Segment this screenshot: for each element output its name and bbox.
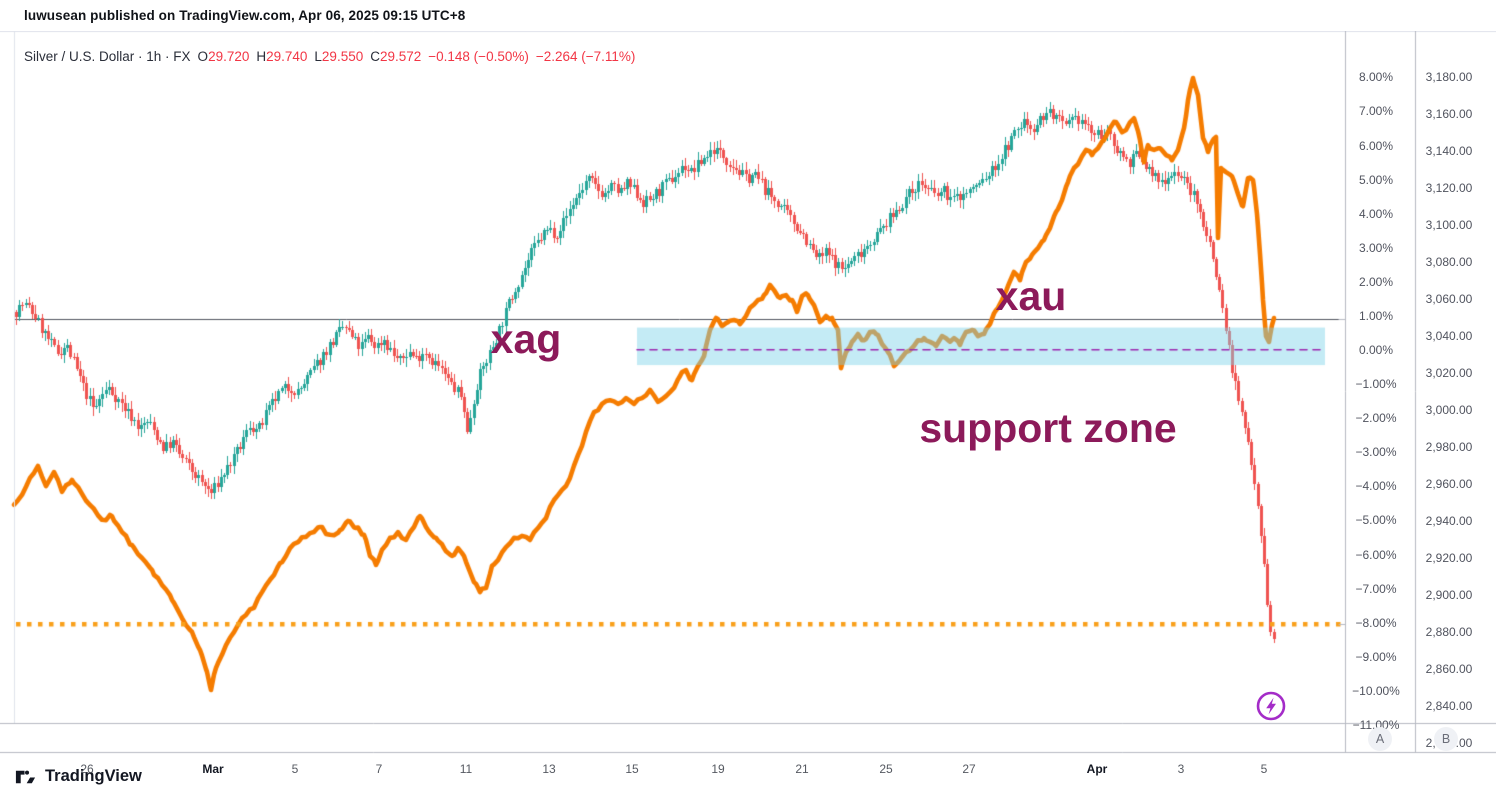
percent-axis-label: −1.00% (1355, 377, 1397, 392)
price-axis-label: 3,140.00 (1425, 143, 1473, 158)
percent-axis-label: 1.00% (1358, 308, 1394, 323)
date-axis-label: 5 (1260, 762, 1268, 776)
price-axis-label: 2,980.00 (1425, 439, 1473, 454)
date-axis-label: Mar (202, 762, 224, 776)
percent-axis-label: 4.00% (1358, 206, 1394, 221)
date-axis-label: 15 (625, 762, 639, 776)
date-axis-label: 3 (1177, 762, 1185, 776)
percent-axis-label: 0.00% (1358, 343, 1394, 358)
date-axis-label: 25 (879, 762, 893, 776)
ohlc-close: C29.572 (370, 48, 422, 64)
publish-text: luwusean published on TradingView.com, A… (24, 8, 466, 23)
price-axis-label: 2,880.00 (1425, 624, 1473, 639)
percent-axis-label: −4.00% (1355, 479, 1397, 494)
percent-axis-label: 7.00% (1358, 104, 1394, 119)
percent-axis-label: −3.00% (1355, 445, 1397, 460)
price-axis-label: 3,160.00 (1425, 106, 1473, 121)
price-axis-button[interactable]: B (1434, 727, 1458, 751)
date-axis-label: 26 (80, 762, 94, 776)
date-axis-label: 5 (291, 762, 299, 776)
tradingview-brand-text: TradingView (45, 767, 142, 785)
percent-axis-label: −5.00% (1355, 513, 1397, 528)
ohlc-high: H29.740 (256, 48, 308, 64)
lightning-badge[interactable] (1254, 689, 1288, 723)
price-axis-label: 3,080.00 (1425, 254, 1473, 269)
price-axis-label: 2,960.00 (1425, 476, 1473, 491)
lightning-icon (1256, 691, 1286, 721)
price-axis-label: 2,940.00 (1425, 513, 1473, 528)
price-axis-label: 3,000.00 (1425, 402, 1473, 417)
percent-axis-label: −7.00% (1355, 581, 1397, 596)
percent-axis-label: −10.00% (1352, 683, 1400, 698)
price-axis-label: 3,120.00 (1425, 180, 1473, 195)
date-axis-label: 7 (375, 762, 383, 776)
price-axis-label: 3,060.00 (1425, 291, 1473, 306)
percent-axis-label: −9.00% (1355, 649, 1397, 664)
chart-widget: Silver / U.S. Dollar · 1h · FX O29.720 H… (0, 31, 1496, 791)
publish-bar: luwusean published on TradingView.com, A… (0, 0, 1496, 31)
percent-axis-label: −6.00% (1355, 547, 1397, 562)
percent-axis-label: −11.00% (1352, 718, 1400, 733)
price-axis-label: 3,180.00 (1425, 69, 1473, 84)
percent-axis-label: −8.00% (1355, 615, 1397, 630)
price-axis-label: 2,900.00 (1425, 587, 1473, 602)
date-axis-label: 19 (711, 762, 725, 776)
percent-axis-label: 2.00% (1358, 274, 1394, 289)
price-axis-label: 2,920.00 (1425, 550, 1473, 565)
price-axis-label: 2,840.00 (1425, 698, 1473, 713)
percent-axis-label: −2.00% (1355, 411, 1397, 426)
percent-axis-label: 5.00% (1358, 172, 1394, 187)
change-value-secondary: −2.264 (−7.11%) (535, 48, 636, 64)
change-value: −0.148 (−0.50%) (428, 48, 529, 64)
date-axis-label: 13 (542, 762, 556, 776)
tradingview-footer[interactable]: TradingView (14, 765, 142, 788)
tradingview-logo-icon (15, 770, 36, 784)
price-axis-label: 3,100.00 (1425, 217, 1473, 232)
price-chart-canvas[interactable] (0, 31, 1496, 791)
date-axis-label: Apr (1086, 762, 1108, 776)
percent-axis-label: 6.00% (1358, 138, 1394, 153)
price-axis-label: 2,860.00 (1425, 661, 1473, 676)
date-axis-label: 11 (459, 762, 473, 776)
percent-axis-button[interactable]: A (1368, 727, 1392, 751)
ohlc-low: L29.550 (314, 48, 364, 64)
ohlc-open: O29.720 (197, 48, 250, 64)
percent-axis-label: 3.00% (1358, 240, 1394, 255)
chart-legend[interactable]: Silver / U.S. Dollar · 1h · FX O29.720 H… (24, 48, 635, 64)
price-axis-label: 3,020.00 (1425, 365, 1473, 380)
date-axis-label: 27 (962, 762, 976, 776)
date-axis-label: 21 (795, 762, 809, 776)
symbol-title[interactable]: Silver / U.S. Dollar · 1h · FX (24, 48, 191, 64)
price-axis-label: 3,040.00 (1425, 328, 1473, 343)
percent-axis-label: 8.00% (1358, 70, 1394, 85)
